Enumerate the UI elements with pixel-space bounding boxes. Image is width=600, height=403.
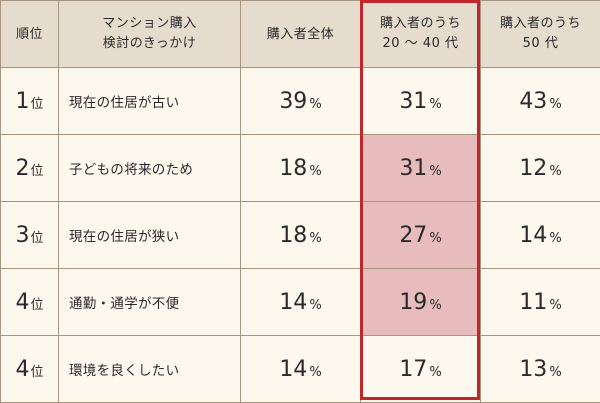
percent-suffix: % [309,97,321,112]
all-cell: 18% [241,202,361,269]
percent-suffix: % [429,97,441,112]
rank-suffix: 位 [30,97,43,112]
reason-cell: 現在の住居が古い [59,68,241,135]
rank-number: 2 [15,156,29,181]
reason-text: 子どもの将来のため [69,162,193,178]
reason-text: 通勤・通学が不便 [69,296,179,312]
header-reason: マンション購入 検討のきっかけ [59,1,241,68]
age-20-40-cell-value: 27 [399,223,427,248]
age-50-cell-value: 12 [519,156,547,181]
age-20-40-cell-value: 19 [399,290,427,315]
reason-text: 環境を良くしたい [69,363,179,379]
age-50-cell-value: 14 [519,223,547,248]
header-all-label: 購入者全体 [267,27,335,42]
reason-text: 現在の住居が狭い [69,229,179,245]
all-cell: 14% [241,269,361,336]
age-20-40-cell-value: 31 [399,156,427,181]
age-20-40-cell: 27% [361,202,481,269]
age-20-40-cell-value: 31 [399,89,427,114]
all-cell-value: 39 [279,89,307,114]
all-cell-value: 14 [279,290,307,315]
percent-suffix: % [549,365,561,380]
age-50-cell: 14% [481,202,600,269]
reason-cell: 通勤・通学が不便 [59,269,241,336]
age-20-40-cell: 31% [361,68,481,135]
percent-suffix: % [309,365,321,380]
all-cell-value: 14 [279,357,307,382]
header-rank-label: 順位 [16,27,43,42]
rank-suffix: 位 [30,164,43,179]
header-row: 順位 マンション購入 検討のきっかけ 購入者全体 購入者のうち 20 ～ 40 … [1,1,600,68]
percent-suffix: % [429,298,441,313]
rank-number: 4 [15,357,29,382]
header-reason-line2: 検討のきっかけ [59,34,240,54]
header-age-20-40-line2: 20 ～ 40 代 [361,34,480,54]
percent-suffix: % [309,164,321,179]
age-20-40-cell: 19% [361,269,481,336]
age-50-cell: 11% [481,269,600,336]
all-cell: 39% [241,68,361,135]
rank-number: 1 [15,89,29,114]
rank-cell: 1位 [1,68,59,135]
age-50-cell: 12% [481,135,600,202]
age-20-40-cell-value: 17 [399,357,427,382]
rank-suffix: 位 [30,298,43,313]
percent-suffix: % [429,231,441,246]
percent-suffix: % [309,298,321,313]
percent-suffix: % [429,365,441,380]
header-age-50-line1: 購入者のうち [481,14,600,34]
percent-suffix: % [549,164,561,179]
age-50-cell-value: 11 [519,290,547,315]
rank-cell: 4位 [1,336,59,403]
percent-suffix: % [549,231,561,246]
all-cell: 14% [241,336,361,403]
rank-cell: 3位 [1,202,59,269]
all-cell: 18% [241,135,361,202]
age-20-40-cell: 17% [361,336,481,403]
percent-suffix: % [549,97,561,112]
header-rank: 順位 [1,1,59,68]
reason-cell: 環境を良くしたい [59,336,241,403]
rank-suffix: 位 [30,231,43,246]
age-20-40-cell: 31% [361,135,481,202]
reason-cell: 子どもの将来のため [59,135,241,202]
percent-suffix: % [309,231,321,246]
percent-suffix: % [549,298,561,313]
all-cell-value: 18 [279,223,307,248]
rank-suffix: 位 [30,365,43,380]
age-50-cell-value: 43 [519,89,547,114]
percent-suffix: % [429,164,441,179]
rank-cell: 2位 [1,135,59,202]
reason-text: 現在の住居が古い [69,95,179,111]
all-cell-value: 18 [279,156,307,181]
header-reason-line1: マンション購入 [59,14,240,34]
age-50-cell: 43% [481,68,600,135]
reason-cell: 現在の住居が狭い [59,202,241,269]
header-age-20-40: 購入者のうち 20 ～ 40 代 [361,1,481,68]
rank-number: 3 [15,223,29,248]
header-age-50-line2: 50 代 [481,34,600,54]
header-age-20-40-line1: 購入者のうち [361,14,480,34]
rank-cell: 4位 [1,269,59,336]
age-50-cell-value: 13 [519,357,547,382]
header-all: 購入者全体 [241,1,361,68]
rank-number: 4 [15,290,29,315]
header-age-50: 購入者のうち 50 代 [481,1,600,68]
age-50-cell: 13% [481,336,600,403]
